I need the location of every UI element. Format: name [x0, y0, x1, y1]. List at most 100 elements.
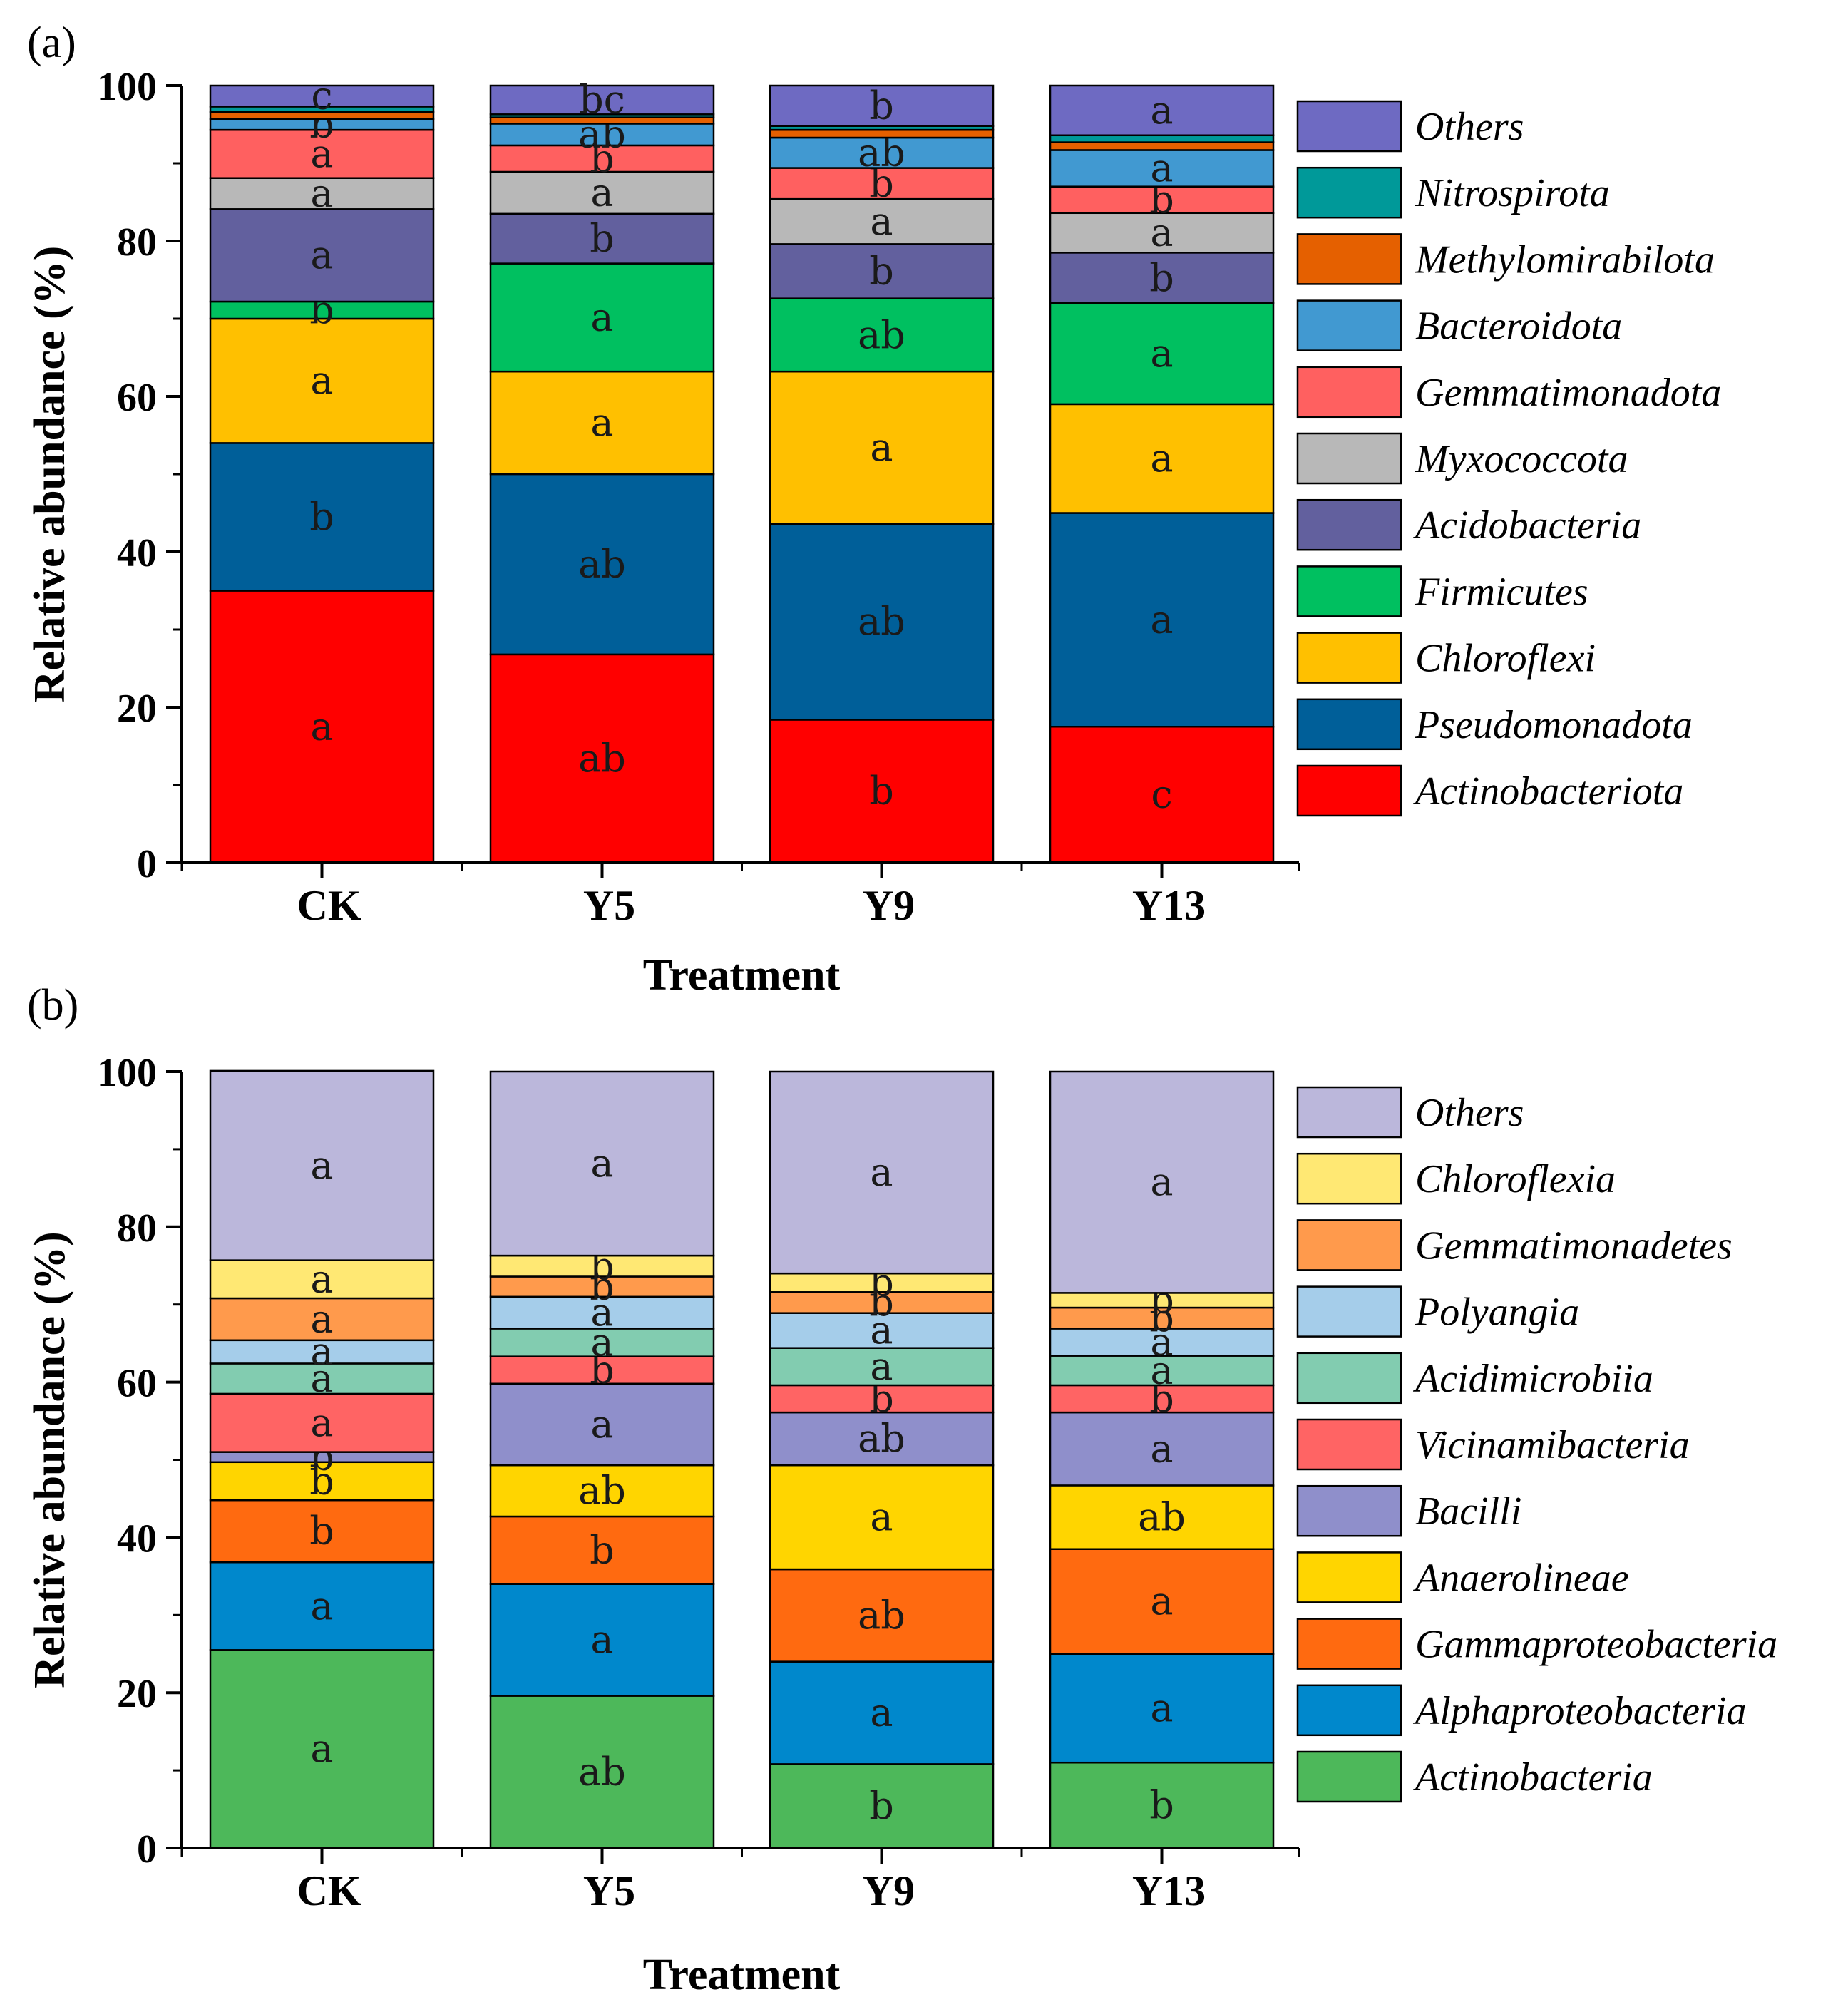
- bar-segment: [489, 653, 715, 864]
- legend-swatch: [1296, 1086, 1402, 1139]
- significance-letter: ab: [858, 1416, 905, 1461]
- bar-segment: [1049, 212, 1275, 254]
- significance-letter: a: [590, 170, 613, 215]
- x-tick-label: Y13: [1132, 882, 1206, 929]
- legend-label: Bacteroidota: [1415, 304, 1622, 349]
- y-tick-label: 20: [117, 687, 157, 731]
- bar-segment: [769, 128, 995, 139]
- bar-segment: [489, 1583, 715, 1697]
- legend-swatch: [1296, 632, 1402, 684]
- y-tick-label: 80: [117, 220, 157, 265]
- legend-label: Myxococcota: [1415, 437, 1628, 481]
- legend-swatch: [1296, 233, 1402, 285]
- legend-label: Gemmatimonadota: [1415, 371, 1721, 415]
- bar-segment: [209, 442, 435, 592]
- significance-letter: a: [1150, 1685, 1173, 1730]
- legend-label: Firmicutes: [1415, 570, 1588, 614]
- bar-segment: [489, 262, 715, 373]
- legend-swatch: [1296, 299, 1402, 351]
- significance-letter: a: [870, 1344, 893, 1389]
- legend-label: Chloroflexi: [1415, 637, 1596, 681]
- legend-swatch: [1296, 1750, 1402, 1803]
- bar-segment: [489, 1355, 715, 1385]
- significance-letter: ab: [578, 1749, 626, 1794]
- x-tick-label: Y9: [863, 882, 915, 929]
- legend-swatch: [1296, 698, 1402, 751]
- legend-label: Actinobacteria: [1412, 1755, 1653, 1800]
- significance-letter: a: [310, 232, 333, 277]
- bar-segment: [209, 177, 435, 210]
- significance-letter: a: [1150, 1159, 1173, 1204]
- bar-segment: [1049, 149, 1275, 188]
- legend-swatch: [1296, 1618, 1402, 1670]
- bar-segment: [209, 84, 435, 108]
- significance-letter: ab: [858, 599, 905, 644]
- bar-segment: [489, 1515, 715, 1585]
- bar-segment: [489, 212, 715, 265]
- y-tick-label: 100: [97, 65, 157, 109]
- significance-letter: b: [1149, 255, 1174, 300]
- legend-label: Gammaproteobacteria: [1415, 1623, 1777, 1667]
- y-tick-label: 60: [117, 376, 157, 420]
- bar-segment: [209, 1339, 435, 1365]
- significance-letter: ab: [858, 312, 905, 357]
- x-tick-label: Y5: [583, 1867, 635, 1914]
- bar-segment: [1049, 84, 1275, 137]
- bar-segment: [209, 128, 435, 179]
- bar-segment: [769, 1411, 995, 1467]
- bar-segment: [209, 1069, 435, 1261]
- y-tick-label: 40: [117, 1516, 157, 1561]
- bar-segment: [489, 1254, 715, 1278]
- legend-label: Acidimicrobiia: [1412, 1357, 1653, 1401]
- legend-swatch: [1296, 1684, 1402, 1737]
- legend-label: Polyangia: [1415, 1290, 1579, 1335]
- significance-letter: b: [590, 1527, 615, 1572]
- legend-label: Bacilli: [1415, 1489, 1521, 1534]
- significance-letter: a: [310, 1143, 333, 1188]
- significance-letter: b: [309, 1509, 334, 1554]
- bar-segment: [769, 1272, 995, 1293]
- x-axis-title: Treatment: [643, 951, 841, 1000]
- significance-letter: a: [1150, 1579, 1173, 1623]
- x-tick-label: Y5: [583, 882, 635, 929]
- significance-letter: a: [310, 1296, 333, 1341]
- significance-letter: b: [309, 494, 334, 539]
- significance-letter: bc: [579, 77, 625, 122]
- bar-segment: [769, 84, 995, 127]
- bar-segment: [209, 1362, 435, 1395]
- y-tick-label: 40: [117, 531, 157, 575]
- bar-segment: [209, 1461, 435, 1502]
- bar-segment: [1049, 252, 1275, 304]
- x-tick-label: CK: [297, 1867, 361, 1914]
- significance-letter: ab: [1138, 1494, 1186, 1539]
- bar-segment: [1049, 1411, 1275, 1487]
- significance-letter: a: [1150, 597, 1173, 642]
- legend-label: Acidobacteria: [1412, 503, 1641, 548]
- legend-swatch: [1296, 166, 1402, 219]
- significance-letter: ab: [578, 736, 626, 781]
- y-tick-label: 0: [137, 842, 157, 886]
- bar-segment: [1049, 134, 1275, 143]
- bar-segment: [1049, 1328, 1275, 1357]
- bar-segment: [1049, 403, 1275, 514]
- bar-segment: [209, 590, 435, 864]
- bar-segment: [769, 370, 995, 525]
- bar-segment: [1049, 1484, 1275, 1550]
- significance-letter: a: [590, 400, 613, 445]
- bar-segment: [769, 1763, 995, 1849]
- bar-segment: [769, 1070, 995, 1275]
- x-tick-label: Y13: [1132, 1867, 1206, 1914]
- bar-segment: [489, 144, 715, 173]
- significance-letter: a: [310, 1583, 333, 1628]
- significance-letter: a: [1150, 331, 1173, 376]
- bar-segment: [1049, 1653, 1275, 1764]
- bar-segment: [769, 1568, 995, 1663]
- legend-swatch: [1296, 1219, 1402, 1271]
- bar-segment: [1049, 185, 1275, 215]
- legend-label: Chloroflexia: [1415, 1157, 1616, 1201]
- panel-b: (b)aabbbaaaaaaababababaabbabaabaabbaabba…: [26, 981, 1777, 1999]
- bar-segment: [489, 1382, 715, 1467]
- legend-swatch: [1296, 565, 1402, 617]
- legend-swatch: [1296, 100, 1402, 153]
